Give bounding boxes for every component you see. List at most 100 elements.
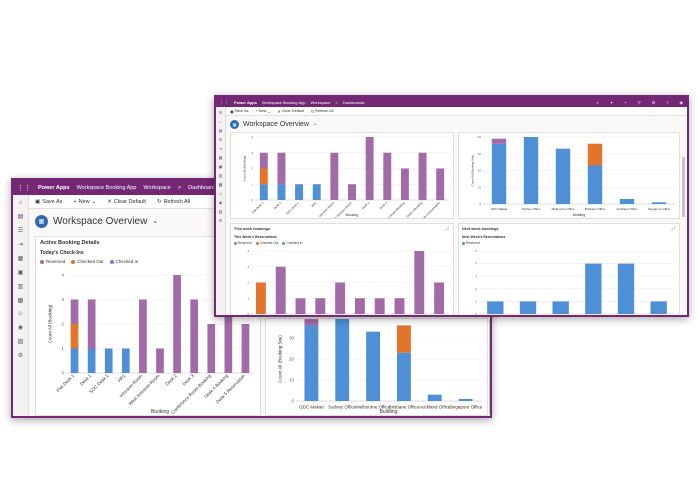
bar-segment[interactable]: [396, 352, 411, 401]
breadcrumb-2[interactable]: Dashboards: [188, 184, 218, 191]
bar-segment[interactable]: [396, 325, 411, 353]
waffle-icon[interactable]: ⋮⋮: [219, 99, 229, 105]
building-icon[interactable]: ▦: [218, 155, 223, 160]
bar-segment[interactable]: [224, 299, 233, 374]
bar-segment[interactable]: [487, 301, 504, 314]
booking-icon[interactable]: ▨: [218, 209, 223, 214]
home-icon[interactable]: ⌂: [219, 119, 222, 124]
bar-segment[interactable]: [70, 348, 79, 374]
bar-segment[interactable]: [552, 301, 569, 314]
bar-segment[interactable]: [87, 299, 96, 349]
bar-segment[interactable]: [414, 251, 425, 314]
bar-segment[interactable]: [523, 137, 539, 204]
dashboard-icon[interactable]: ▤: [17, 214, 24, 220]
refresh-all-button[interactable]: ↻ Refresh All: [156, 198, 191, 205]
bar-segment[interactable]: [70, 324, 79, 349]
people-icon[interactable]: ☺: [218, 191, 223, 196]
booking-icon[interactable]: ▨: [17, 339, 24, 345]
bar-segment[interactable]: [400, 168, 409, 201]
bar-segment[interactable]: [587, 143, 603, 166]
bar-segment[interactable]: [255, 282, 266, 315]
page-title[interactable]: Workspace Overview: [243, 120, 310, 128]
bar-segment[interactable]: [617, 263, 635, 314]
grid-icon[interactable]: ▩: [218, 182, 223, 187]
legend-item-checked-out[interactable]: Checked Out: [255, 241, 278, 245]
back-scrollbar[interactable]: [489, 320, 490, 414]
bar-segment[interactable]: [418, 152, 427, 200]
bar-segment[interactable]: [619, 198, 635, 204]
bar-segment[interactable]: [651, 202, 667, 204]
front-scrollbar[interactable]: [682, 157, 685, 217]
bar-segment[interactable]: [304, 325, 319, 401]
list-icon[interactable]: ☰: [17, 228, 24, 234]
bar-segment[interactable]: [365, 137, 374, 200]
filter-icon[interactable]: ▽: [637, 99, 641, 105]
new-button[interactable]: + New ⌄: [73, 198, 97, 205]
search-icon[interactable]: ⌕: [596, 99, 599, 105]
bar-segment[interactable]: [275, 266, 286, 314]
bar-segment[interactable]: [555, 148, 571, 204]
bar-segment[interactable]: [70, 299, 79, 325]
expand-icon[interactable]: ⤢: [445, 226, 449, 231]
bar-segment[interactable]: [139, 299, 147, 374]
breadcrumb-1[interactable]: Workspace: [310, 99, 331, 105]
grid-icon[interactable]: ▩: [17, 298, 24, 304]
bar-segment[interactable]: [434, 282, 445, 315]
bar-segment[interactable]: [121, 348, 130, 374]
bar-segment[interactable]: [427, 394, 442, 401]
bar-segment[interactable]: [354, 298, 365, 314]
clear-default-button[interactable]: ✕ Clear Default: [277, 109, 304, 114]
bar-segment[interactable]: [312, 184, 321, 200]
expand-icon[interactable]: ⤢: [671, 226, 675, 231]
bar-segment[interactable]: [394, 298, 405, 314]
bar-segment[interactable]: [207, 324, 216, 373]
bar-segment[interactable]: [295, 184, 304, 200]
new-button[interactable]: + New ⌄: [255, 109, 271, 114]
refresh-all-button[interactable]: ↻ Refresh All: [310, 109, 334, 114]
waffle-icon[interactable]: ⋮⋮: [17, 184, 31, 192]
bar-segment[interactable]: [259, 152, 268, 169]
breadcrumb-1[interactable]: Workspace: [143, 184, 171, 191]
calendar-icon[interactable]: ▥: [218, 173, 223, 178]
legend-item-checked-in[interactable]: Checked In: [282, 241, 302, 245]
bar-segment[interactable]: [383, 152, 392, 200]
bar-segment[interactable]: [241, 324, 250, 373]
bar-segment[interactable]: [335, 282, 346, 315]
chevron-down-icon[interactable]: ⌄: [152, 218, 159, 225]
home-icon[interactable]: ⌂: [18, 200, 23, 206]
avatar[interactable]: ◉: [679, 99, 684, 105]
save-as-button[interactable]: ▣ Save As: [230, 109, 249, 114]
bar-segment[interactable]: [277, 152, 286, 185]
bar-segment[interactable]: [277, 184, 286, 200]
import-icon[interactable]: ⇥: [17, 242, 24, 248]
bar-segment[interactable]: [335, 319, 350, 401]
import-icon[interactable]: ⇥: [218, 146, 223, 151]
desk-icon[interactable]: ▣: [218, 164, 223, 169]
bar-segment[interactable]: [650, 301, 667, 314]
lightbulb-icon[interactable]: ✦: [609, 99, 614, 105]
plus-icon[interactable]: +: [624, 99, 627, 105]
bar-segment[interactable]: [259, 168, 268, 185]
clear-default-button[interactable]: ✕ Clear Default: [107, 198, 146, 205]
bar-segment[interactable]: [519, 301, 537, 314]
legend-item-reserved[interactable]: Reserved: [40, 259, 65, 264]
bar-segment[interactable]: [491, 138, 507, 144]
bar-segment[interactable]: [587, 165, 603, 204]
bar-segment[interactable]: [295, 298, 306, 314]
legend-item-reserved[interactable]: Reserved: [234, 241, 252, 245]
bar-segment[interactable]: [156, 348, 164, 374]
calendar-icon[interactable]: ▥: [17, 284, 24, 290]
location-icon[interactable]: ◉: [218, 200, 223, 205]
people-icon[interactable]: ☺: [17, 311, 24, 317]
desk-icon[interactable]: ▣: [17, 270, 24, 276]
legend-item-reserved[interactable]: Reserved: [462, 241, 480, 245]
bar-segment[interactable]: [315, 298, 326, 314]
bar-segment[interactable]: [585, 263, 602, 314]
bar-segment[interactable]: [348, 184, 356, 200]
bar-segment[interactable]: [436, 168, 445, 201]
help-icon[interactable]: ?: [666, 99, 669, 105]
bar-segment[interactable]: [104, 348, 113, 374]
save-as-button[interactable]: ▣ Save As: [35, 198, 63, 205]
bar-segment[interactable]: [173, 275, 181, 373]
settings-icon[interactable]: ⚙: [218, 218, 223, 223]
